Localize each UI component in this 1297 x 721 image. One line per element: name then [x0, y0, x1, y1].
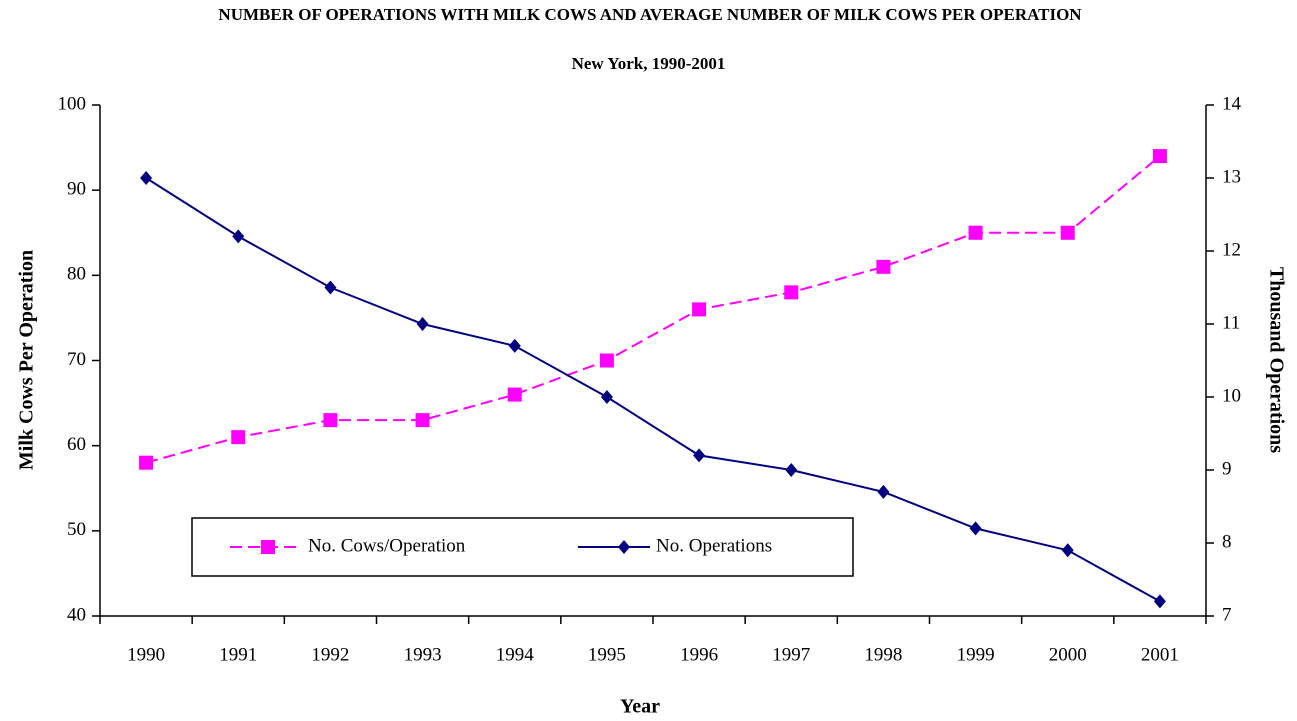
y-axis-label: Milk Cows Per Operation — [16, 250, 38, 470]
point — [692, 302, 707, 317]
y-tick-label: 60 — [67, 434, 86, 455]
point — [324, 280, 337, 295]
point — [140, 171, 153, 185]
point — [1152, 149, 1167, 164]
y-tick-label: 80 — [67, 264, 86, 285]
x-tick-label: 2001 — [1141, 644, 1179, 665]
y2-axis-label: Thousand Operations — [1265, 267, 1287, 453]
series-line — [145, 177, 1161, 603]
point — [693, 448, 706, 463]
legend-marker — [261, 540, 275, 554]
point — [1061, 543, 1074, 558]
y2-tick-label: 12 — [1222, 239, 1241, 260]
y2-tick-label: 7 — [1222, 604, 1232, 625]
legend-label: No. Operations — [656, 535, 772, 556]
y-tick-label: 90 — [67, 179, 86, 200]
y2-tick-label: 14 — [1222, 93, 1242, 114]
point — [877, 484, 890, 499]
legend-marker — [618, 540, 630, 554]
y2-tick-label: 13 — [1222, 166, 1241, 187]
x-axis-label: Year — [620, 696, 660, 718]
point — [415, 413, 430, 428]
x-tick-label: 1994 — [496, 644, 535, 665]
y-tick-label: 50 — [67, 519, 86, 540]
y2-tick-label: 11 — [1222, 312, 1240, 333]
point — [876, 259, 891, 274]
point — [784, 285, 799, 300]
point — [139, 455, 154, 470]
x-tick-label: 1991 — [219, 644, 257, 665]
y-tick-label: 70 — [67, 349, 86, 370]
point — [507, 387, 522, 402]
x-tick-label: 1993 — [404, 644, 442, 665]
y2-tick-label: 9 — [1222, 458, 1232, 479]
chart-subtitle: New York, 1990-2001 — [571, 54, 726, 73]
point — [1153, 594, 1166, 609]
point — [600, 390, 613, 404]
point — [323, 413, 338, 428]
x-tick-label: 1999 — [957, 644, 995, 665]
point — [969, 521, 982, 536]
x-tick-label: 1990 — [127, 644, 165, 665]
point — [968, 225, 983, 240]
y2-tick-label: 8 — [1222, 531, 1232, 552]
x-tick-label: 1992 — [311, 644, 349, 665]
x-tick-label: 1996 — [680, 644, 718, 665]
point — [416, 317, 429, 331]
x-tick-label: 1995 — [588, 644, 626, 665]
point — [508, 338, 521, 353]
point — [232, 229, 245, 244]
x-tick-label: 1997 — [772, 644, 810, 665]
legend-box — [191, 517, 854, 577]
x-tick-label: 1998 — [864, 644, 902, 665]
y-tick-label: 40 — [67, 604, 86, 625]
chart-title: NUMBER OF OPERATIONS WITH MILK COWS AND … — [218, 5, 1082, 24]
point — [1060, 225, 1075, 240]
series-line — [145, 155, 1161, 464]
point — [785, 463, 798, 477]
point — [231, 430, 246, 445]
legend-label: No. Cows/Operation — [308, 535, 466, 556]
point — [599, 353, 614, 368]
x-tick-label: 2000 — [1049, 644, 1087, 665]
y2-tick-label: 10 — [1222, 385, 1241, 406]
y-tick-label: 100 — [58, 93, 87, 114]
